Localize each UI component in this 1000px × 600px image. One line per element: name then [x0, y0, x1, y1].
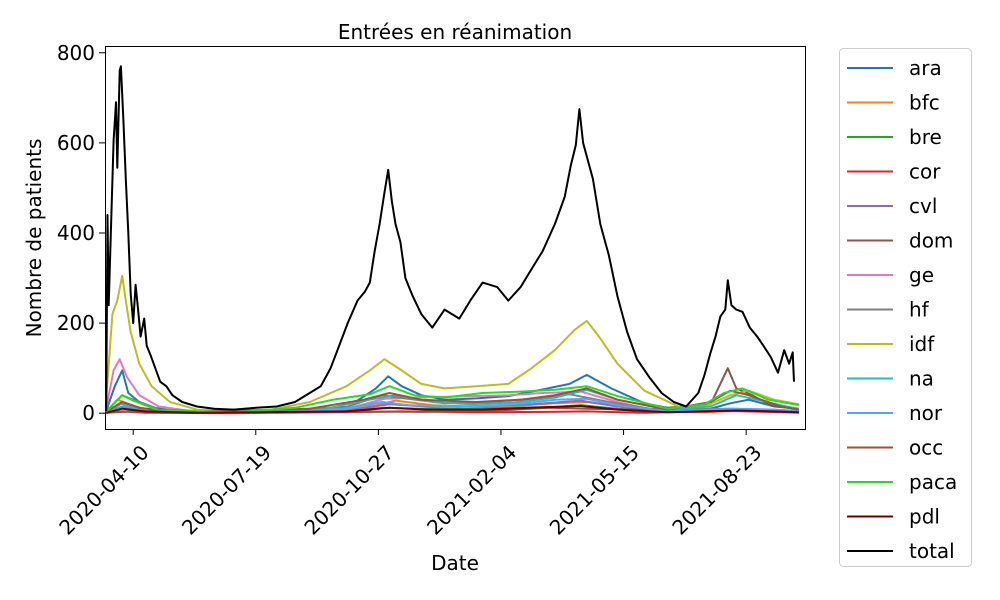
plot-area	[105, 46, 806, 430]
y-axis-label: Nombre de patients	[22, 139, 46, 338]
legend-label-na: na	[909, 367, 934, 391]
legend-label-ge: ge	[909, 263, 934, 287]
y-axis: 0 200 400 600 800	[57, 41, 105, 425]
y-tick-label: 400	[57, 221, 95, 245]
y-tick-label: 800	[57, 41, 95, 65]
series-line-idf	[105, 274, 800, 413]
legend-label-hf: hf	[909, 298, 930, 322]
x-tick-label: 2020-10-27	[300, 440, 399, 539]
legend-label-cvl: cvl	[909, 194, 937, 218]
legend-label-ara: ara	[909, 56, 942, 80]
legend-label-total: total	[909, 539, 955, 563]
legend-label-bre: bre	[909, 125, 942, 149]
x-tick-label: 2021-08-23	[667, 440, 766, 539]
legend-label-idf: idf	[909, 332, 935, 356]
legend-label-cor: cor	[909, 160, 941, 184]
x-tick-label: 2020-04-10	[54, 440, 153, 539]
legend-label-paca: paca	[909, 470, 957, 494]
x-tick-label: 2020-07-19	[177, 440, 276, 539]
legend-label-pdl: pdl	[909, 505, 940, 529]
x-axis-label: Date	[431, 551, 479, 575]
legend-label-occ: occ	[909, 436, 943, 460]
series-line-total	[105, 65, 795, 412]
series-layer	[105, 65, 800, 415]
series-line-pdl	[105, 405, 799, 414]
series-line-paca	[105, 385, 800, 414]
legend-label-bfc: bfc	[909, 91, 940, 115]
legend-label-dom: dom	[909, 229, 953, 253]
y-tick-label: 200	[57, 311, 95, 335]
legend-label-nor: nor	[909, 401, 943, 425]
chart-title: Entrées en réanimation	[338, 20, 572, 44]
legend: ara bfc bre cor cvl dom ge hf idf na nor occ paca pdl…	[839, 48, 972, 567]
x-tick-label: 2021-05-15	[545, 440, 644, 539]
x-axis: 2020-04-10 2020-07-19 2020-10-27 2021-02-04…	[54, 429, 766, 539]
x-tick-label: 2021-02-04	[422, 440, 521, 539]
y-tick-label: 600	[57, 131, 95, 155]
y-tick-label: 0	[82, 401, 95, 425]
legend-frame	[839, 48, 972, 567]
